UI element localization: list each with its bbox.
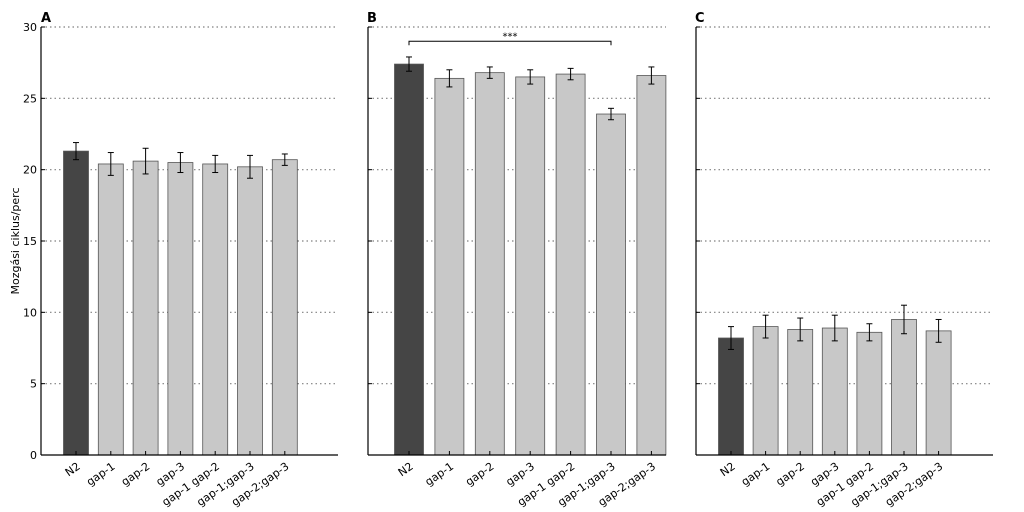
bar (752, 326, 779, 456)
bar (97, 163, 124, 456)
significance-bracket (408, 40, 612, 46)
x-tick-label: gap-2 (463, 460, 496, 489)
bar (394, 63, 424, 456)
panel-label-b: B (367, 11, 377, 26)
x-tick-label: gap-2 (774, 460, 807, 489)
x-tick-label: gap-2 (119, 460, 152, 489)
bar (237, 166, 263, 456)
y-tick-label: 0 (30, 449, 37, 462)
panel-label-c: C (695, 11, 705, 26)
bar (787, 329, 814, 456)
bar (434, 77, 465, 456)
bar (132, 160, 159, 456)
bar (718, 337, 744, 456)
y-tick-label: 15 (23, 235, 37, 248)
y-axis-label: Mozgási ciklus/perc (9, 187, 22, 294)
bar (636, 75, 667, 456)
bar (167, 162, 194, 456)
bar (515, 76, 546, 456)
panel-label-a: A (41, 11, 51, 26)
bar (555, 73, 586, 456)
x-tick-label: gap-1 (739, 460, 772, 489)
x-tick-label: gap-1 (423, 460, 456, 489)
significance-label: *** (503, 31, 518, 42)
bar (63, 150, 89, 456)
bar (821, 327, 848, 456)
y-tick-label: 10 (23, 306, 37, 319)
bar (891, 319, 917, 456)
y-tick-label: 30 (23, 21, 37, 34)
bar (856, 331, 883, 456)
y-tick-label: 20 (23, 164, 37, 177)
y-tick-label: 5 (30, 378, 37, 391)
bar (925, 330, 952, 456)
bar (596, 113, 626, 456)
x-tick-label: gap-1 (84, 460, 117, 489)
bar (271, 159, 298, 456)
x-tick-label: N2 (396, 460, 416, 479)
x-tick-label: gap-3 (504, 460, 537, 489)
bar (474, 72, 505, 456)
x-tick-label: N2 (718, 460, 738, 479)
y-tick-label: 25 (23, 92, 37, 105)
x-tick-label: N2 (63, 460, 83, 479)
bar (202, 163, 229, 456)
